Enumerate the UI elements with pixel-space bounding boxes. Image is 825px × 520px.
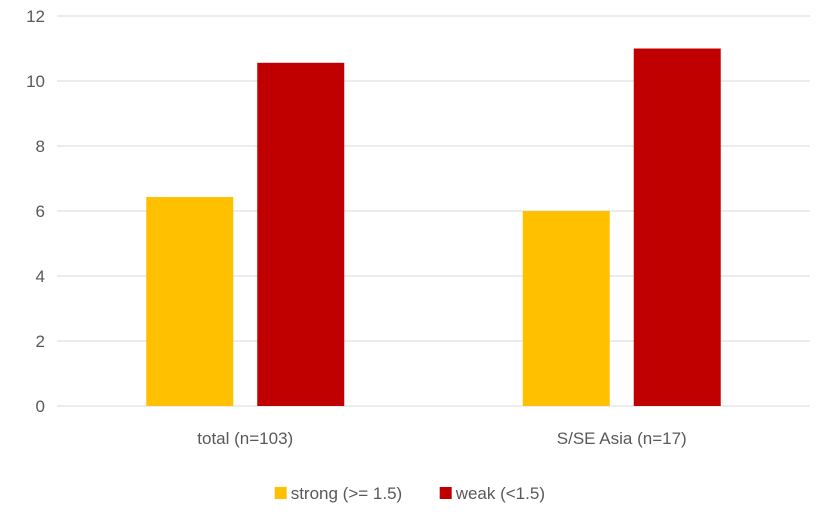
y-tick-label: 6 bbox=[36, 202, 45, 221]
legend: strong (>= 1.5) weak (<1.5) bbox=[274, 484, 545, 503]
legend-swatch bbox=[439, 487, 452, 499]
legend-label: strong (>= 1.5) bbox=[291, 484, 403, 503]
bar bbox=[146, 197, 234, 406]
y-tick-label: 12 bbox=[26, 7, 45, 26]
y-axis-ticks: 0 2 4 6 8 10 12 bbox=[26, 7, 45, 416]
y-tick-label: 10 bbox=[26, 72, 45, 91]
y-tick-label: 2 bbox=[36, 332, 45, 351]
y-tick-label: 4 bbox=[36, 267, 45, 286]
y-tick-label: 0 bbox=[36, 397, 45, 416]
legend-label: weak (<1.5) bbox=[455, 484, 545, 503]
legend-swatch bbox=[274, 487, 287, 499]
bar bbox=[257, 62, 345, 407]
x-category-label: S/SE Asia (n=17) bbox=[557, 429, 687, 448]
bar bbox=[522, 211, 610, 406]
bars bbox=[146, 48, 721, 407]
x-axis-labels: total (n=103) S/SE Asia (n=17) bbox=[197, 429, 686, 448]
y-tick-label: 8 bbox=[36, 137, 45, 156]
bar bbox=[633, 48, 721, 406]
x-category-label: total (n=103) bbox=[197, 429, 293, 448]
